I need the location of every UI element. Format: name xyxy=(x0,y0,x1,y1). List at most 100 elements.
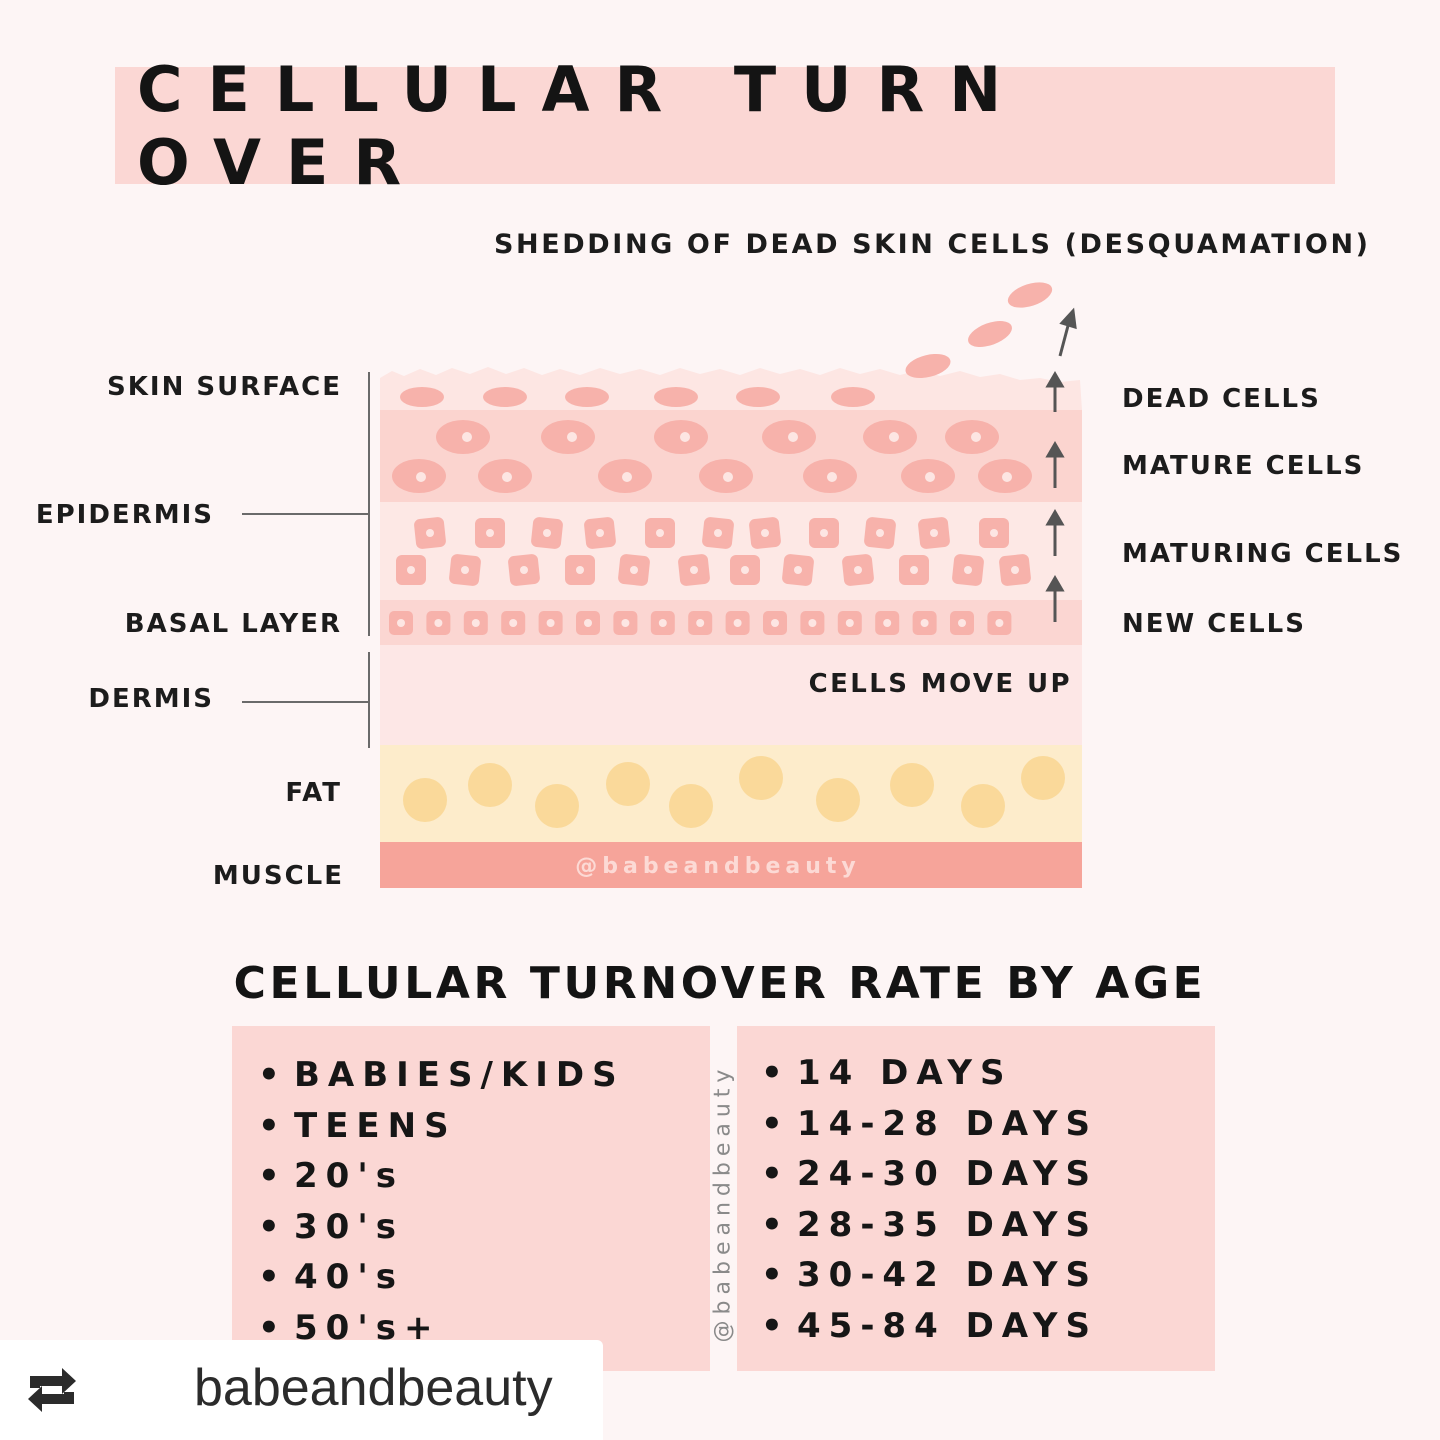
dead-cell xyxy=(654,387,698,407)
dead-cells-label: DEAD CELLS xyxy=(1122,384,1321,414)
cell-nucleus xyxy=(680,432,690,442)
cell-nucleus xyxy=(808,619,817,627)
arrow-up-icon xyxy=(1045,575,1065,622)
cell-nucleus xyxy=(876,529,884,537)
cell-nucleus xyxy=(462,432,472,442)
cell-nucleus xyxy=(925,472,935,482)
cell-nucleus xyxy=(827,472,837,482)
cell-nucleus xyxy=(622,472,632,482)
list-item: • TEENS xyxy=(258,1105,457,1146)
cell-nucleus xyxy=(854,566,862,574)
cell-nucleus xyxy=(1002,472,1012,482)
cell-nucleus xyxy=(502,472,512,482)
cell-nucleus xyxy=(771,619,779,627)
dermis-layer xyxy=(380,645,1082,745)
fat-cell xyxy=(606,762,650,806)
cell-nucleus xyxy=(486,529,494,537)
fat-cell xyxy=(890,763,934,807)
new-cells xyxy=(389,611,1012,635)
cell-nucleus xyxy=(621,619,630,627)
fat-cell xyxy=(468,763,512,807)
dead-cells-layer xyxy=(380,367,1082,410)
muscle-label: MUSCLE xyxy=(212,861,344,891)
muscle-layer xyxy=(380,842,1082,888)
shedding-label: SHEDDING OF DEAD SKIN CELLS (DESQUAMATIO… xyxy=(494,229,1371,260)
age-box: • BABIES/KIDS • TEENS • 20's • 30's • 40's • 5… xyxy=(232,1026,710,1371)
cell-nucleus xyxy=(656,529,664,537)
cell-nucleus xyxy=(630,566,638,574)
cell-nucleus xyxy=(761,529,769,537)
list-item: • 20's xyxy=(258,1156,404,1196)
cell-nucleus xyxy=(889,432,899,442)
cell-nucleus xyxy=(964,566,972,574)
cell-nucleus xyxy=(471,619,480,627)
cell-nucleus xyxy=(995,619,1004,627)
cell-nucleus xyxy=(971,432,981,442)
cell-nucleus xyxy=(576,566,584,574)
fat-cell xyxy=(1021,756,1065,800)
bracket-lines xyxy=(242,372,370,748)
cell-nucleus xyxy=(723,472,733,482)
cell-nucleus xyxy=(596,529,604,537)
muscle-watermark: @babeandbeauty xyxy=(575,854,861,879)
cell-nucleus xyxy=(820,529,828,537)
fat-cell xyxy=(403,778,447,822)
title-banner: CELLULAR TURN OVER xyxy=(115,53,1335,199)
cell-nucleus xyxy=(426,529,434,537)
shedding-cell xyxy=(905,353,951,379)
new-cells-label: NEW CELLS xyxy=(1122,609,1306,639)
arrow-up-icon xyxy=(1045,509,1065,556)
cell-nucleus xyxy=(733,619,742,627)
dermis-label: DERMIS xyxy=(88,684,214,714)
maturing-cells-label: MATURING CELLS xyxy=(1122,539,1404,569)
arrow-up-icon xyxy=(1045,441,1065,488)
cell-nucleus xyxy=(658,619,667,627)
list-item: • 14 DAYS xyxy=(761,1053,1013,1093)
cell-nucleus xyxy=(567,432,577,442)
vertical-watermark: @babeandbeauty xyxy=(710,1063,736,1343)
cell-nucleus xyxy=(416,472,426,482)
page-title: CELLULAR TURN OVER xyxy=(137,52,1027,199)
list-item: • 14-28 DAYS xyxy=(761,1103,1098,1144)
fat-cells xyxy=(403,756,1065,828)
dead-cell xyxy=(831,387,875,407)
list-item: • 45-84 DAYS xyxy=(761,1305,1098,1346)
dead-cell xyxy=(736,387,780,407)
fat-cell xyxy=(816,778,860,822)
cell-nucleus xyxy=(910,566,918,574)
age-list: • BABIES/KIDS • TEENS • 20's • 30's • 40's • 5… xyxy=(258,1052,625,1355)
fat-cell xyxy=(961,784,1005,828)
mature-cells-label: MATURE CELLS xyxy=(1122,451,1365,481)
maturing-cells xyxy=(396,517,1031,586)
mature-cells xyxy=(392,420,1032,493)
skin-surface-label: SKIN SURFACE xyxy=(107,372,342,402)
up-arrows xyxy=(1045,307,1077,622)
repost-username[interactable]: babeandbeauty xyxy=(194,1359,553,1417)
dead-cell xyxy=(565,387,609,407)
cell-nucleus xyxy=(920,619,929,627)
cell-nucleus xyxy=(696,619,705,627)
fat-cell xyxy=(669,784,713,828)
repost-bar: babeandbeauty xyxy=(0,1340,603,1440)
cell-nucleus xyxy=(461,566,469,574)
cell-nucleus xyxy=(543,529,551,537)
dead-cell xyxy=(483,387,527,407)
list-item: • 40's xyxy=(258,1257,404,1297)
days-box: • 14 DAYS • 14-28 DAYS • 24-30 DAYS • 28-35 … xyxy=(737,1026,1215,1371)
cell-nucleus xyxy=(1011,566,1019,574)
cell-nucleus xyxy=(397,619,405,627)
cell-nucleus xyxy=(958,619,966,627)
repost-icon[interactable] xyxy=(22,1362,82,1423)
dead-cells xyxy=(400,387,875,407)
cell-nucleus xyxy=(509,619,518,627)
list-item: • 28-35 DAYS xyxy=(761,1204,1098,1245)
rate-section-title: CELLULAR TURNOVER RATE BY AGE xyxy=(233,958,1207,1009)
cell-nucleus xyxy=(407,566,415,574)
cells-move-up-label: CELLS MOVE UP xyxy=(809,669,1072,699)
arrow-up-icon xyxy=(1058,307,1077,357)
list-item: • 30's xyxy=(258,1206,404,1247)
cell-nucleus xyxy=(845,619,854,627)
cell-nucleus xyxy=(584,619,592,627)
cell-nucleus xyxy=(794,566,802,574)
epidermis-label: EPIDERMIS xyxy=(35,500,214,530)
